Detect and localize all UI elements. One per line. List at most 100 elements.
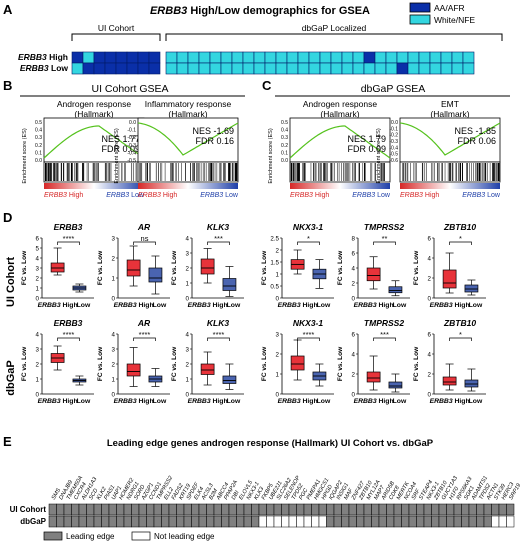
db-high-cell bbox=[242, 51, 255, 64]
db-low-cell bbox=[297, 62, 310, 75]
db-cell bbox=[101, 515, 110, 528]
significance-label: **** bbox=[213, 330, 225, 339]
es-curve bbox=[43, 125, 145, 159]
boxplot-nkx3-1: NKX3-1 0 0.5 1 1.5 2 2.5 FC vs. Low * ERBB3 High L… bbox=[261, 222, 334, 309]
ui-cell bbox=[468, 503, 477, 516]
ui-cell bbox=[446, 503, 455, 516]
y-tick-label: 2 bbox=[352, 280, 356, 287]
ui-high-cell bbox=[115, 51, 128, 64]
ui-cell bbox=[161, 503, 170, 516]
ui-cell bbox=[341, 503, 350, 516]
cohort-dbgap-label: dbGaP Localized bbox=[302, 23, 367, 33]
y-tick-label: 0 bbox=[428, 391, 432, 398]
db-low-cell bbox=[253, 62, 266, 75]
ui-cell bbox=[63, 503, 72, 516]
es-tick-label: 0.5 bbox=[281, 120, 288, 126]
db-cell bbox=[228, 515, 237, 528]
x-label-high-text: High bbox=[301, 302, 318, 309]
rank-low-gene: ERBB3 bbox=[462, 192, 485, 199]
db-cell bbox=[491, 515, 500, 528]
db-cell bbox=[86, 515, 95, 528]
fdr-value: FDR 0.09 bbox=[101, 144, 140, 154]
panel-b-title: UI Cohort GSEA bbox=[91, 83, 168, 95]
y-tick-label: 2 bbox=[428, 371, 432, 378]
db-high-cell bbox=[385, 51, 398, 64]
db-high-cell bbox=[440, 51, 453, 64]
ui-low-cell bbox=[115, 62, 128, 75]
db-low-cell bbox=[341, 62, 354, 75]
gene-title: NKX3-1 bbox=[293, 222, 324, 232]
y-axis-label: FC vs. Low bbox=[97, 346, 104, 381]
y-tick-label: 4 bbox=[186, 235, 190, 242]
x-label-high-text: High bbox=[377, 302, 394, 309]
es-tick-label: -0.5 bbox=[127, 158, 136, 164]
ui-cell bbox=[296, 503, 305, 516]
ui-cell bbox=[431, 503, 440, 516]
ui-cell bbox=[476, 503, 485, 516]
rank-high-text: High bbox=[67, 192, 83, 199]
db-cell bbox=[236, 515, 245, 528]
es-tick-label: 0.0 bbox=[35, 158, 42, 164]
y-tick-label: 1 bbox=[186, 376, 190, 383]
demographics-heatmap bbox=[71, 51, 475, 75]
significance-bracket bbox=[449, 241, 472, 245]
db-cell bbox=[281, 515, 290, 528]
legend-leading-swatch bbox=[43, 531, 63, 541]
ui-cell bbox=[86, 503, 95, 516]
gene-title: ZBTB10 bbox=[443, 318, 476, 328]
gene-label: MAF bbox=[343, 487, 354, 501]
boxplot-zbtb10: ZBTB10 0 2 4 6 FC vs. Low * ERBB3 High Low bbox=[413, 318, 486, 405]
db-high-cell bbox=[176, 51, 189, 64]
y-axis-label: FC vs. Low bbox=[21, 346, 28, 381]
db-low-cell bbox=[242, 62, 255, 75]
y-axis-label: FC vs. Low bbox=[171, 346, 178, 381]
ui-cell bbox=[153, 503, 162, 516]
gene-title: AR bbox=[137, 222, 151, 232]
x-label-low: Low bbox=[317, 302, 331, 309]
db-high-cell bbox=[319, 51, 332, 64]
y-tick-label: 4 bbox=[352, 265, 356, 272]
db-low-cell bbox=[462, 62, 475, 75]
box-low bbox=[388, 286, 403, 294]
ui-cell bbox=[416, 503, 425, 516]
y-tick-label: 0 bbox=[276, 391, 280, 398]
rank-high-gene: ERBB3 bbox=[44, 192, 67, 199]
x-label-low: Low bbox=[393, 302, 407, 309]
y-tick-label: 2 bbox=[276, 351, 280, 358]
x-label-high-text: High bbox=[137, 302, 154, 309]
row-ui-cohort-label: UI Cohort bbox=[5, 257, 17, 307]
db-low-cell bbox=[363, 62, 376, 75]
gsea-set-sub: (Hallmark) bbox=[320, 109, 359, 119]
db-cell bbox=[318, 515, 327, 528]
hits-frame bbox=[137, 161, 239, 183]
significance-label: * bbox=[459, 234, 462, 243]
y-tick-label: 0 bbox=[36, 391, 40, 398]
db-cell bbox=[288, 515, 297, 528]
y-tick-label: 6 bbox=[352, 250, 356, 257]
ui-low-cell bbox=[137, 62, 150, 75]
db-cell bbox=[198, 515, 207, 528]
legend-not-label: Not leading edge bbox=[154, 532, 215, 541]
x-label-low: Low bbox=[469, 398, 483, 405]
x-label-high-text: High bbox=[61, 302, 78, 309]
rank-bar bbox=[138, 183, 238, 189]
db-cell bbox=[243, 515, 252, 528]
db-high-cell bbox=[462, 51, 475, 64]
gsea-set-sub: (Hallmark) bbox=[430, 109, 469, 119]
x-label-high: ERBB3 High bbox=[278, 398, 318, 405]
gene-title: TMPRSS2 bbox=[364, 222, 404, 232]
bracket-ui bbox=[71, 33, 161, 41]
legend-white-swatch bbox=[409, 14, 431, 25]
box-high bbox=[442, 269, 457, 289]
ui-cell bbox=[453, 503, 462, 516]
x-label-gene: ERBB3 bbox=[38, 302, 61, 309]
ui-cell bbox=[101, 503, 110, 516]
rank-low-label: ERBB3 Low bbox=[352, 192, 391, 199]
box-low bbox=[222, 375, 237, 384]
significance-label: **** bbox=[303, 330, 315, 339]
db-high-cell bbox=[374, 51, 387, 64]
ui-cell bbox=[356, 503, 365, 516]
